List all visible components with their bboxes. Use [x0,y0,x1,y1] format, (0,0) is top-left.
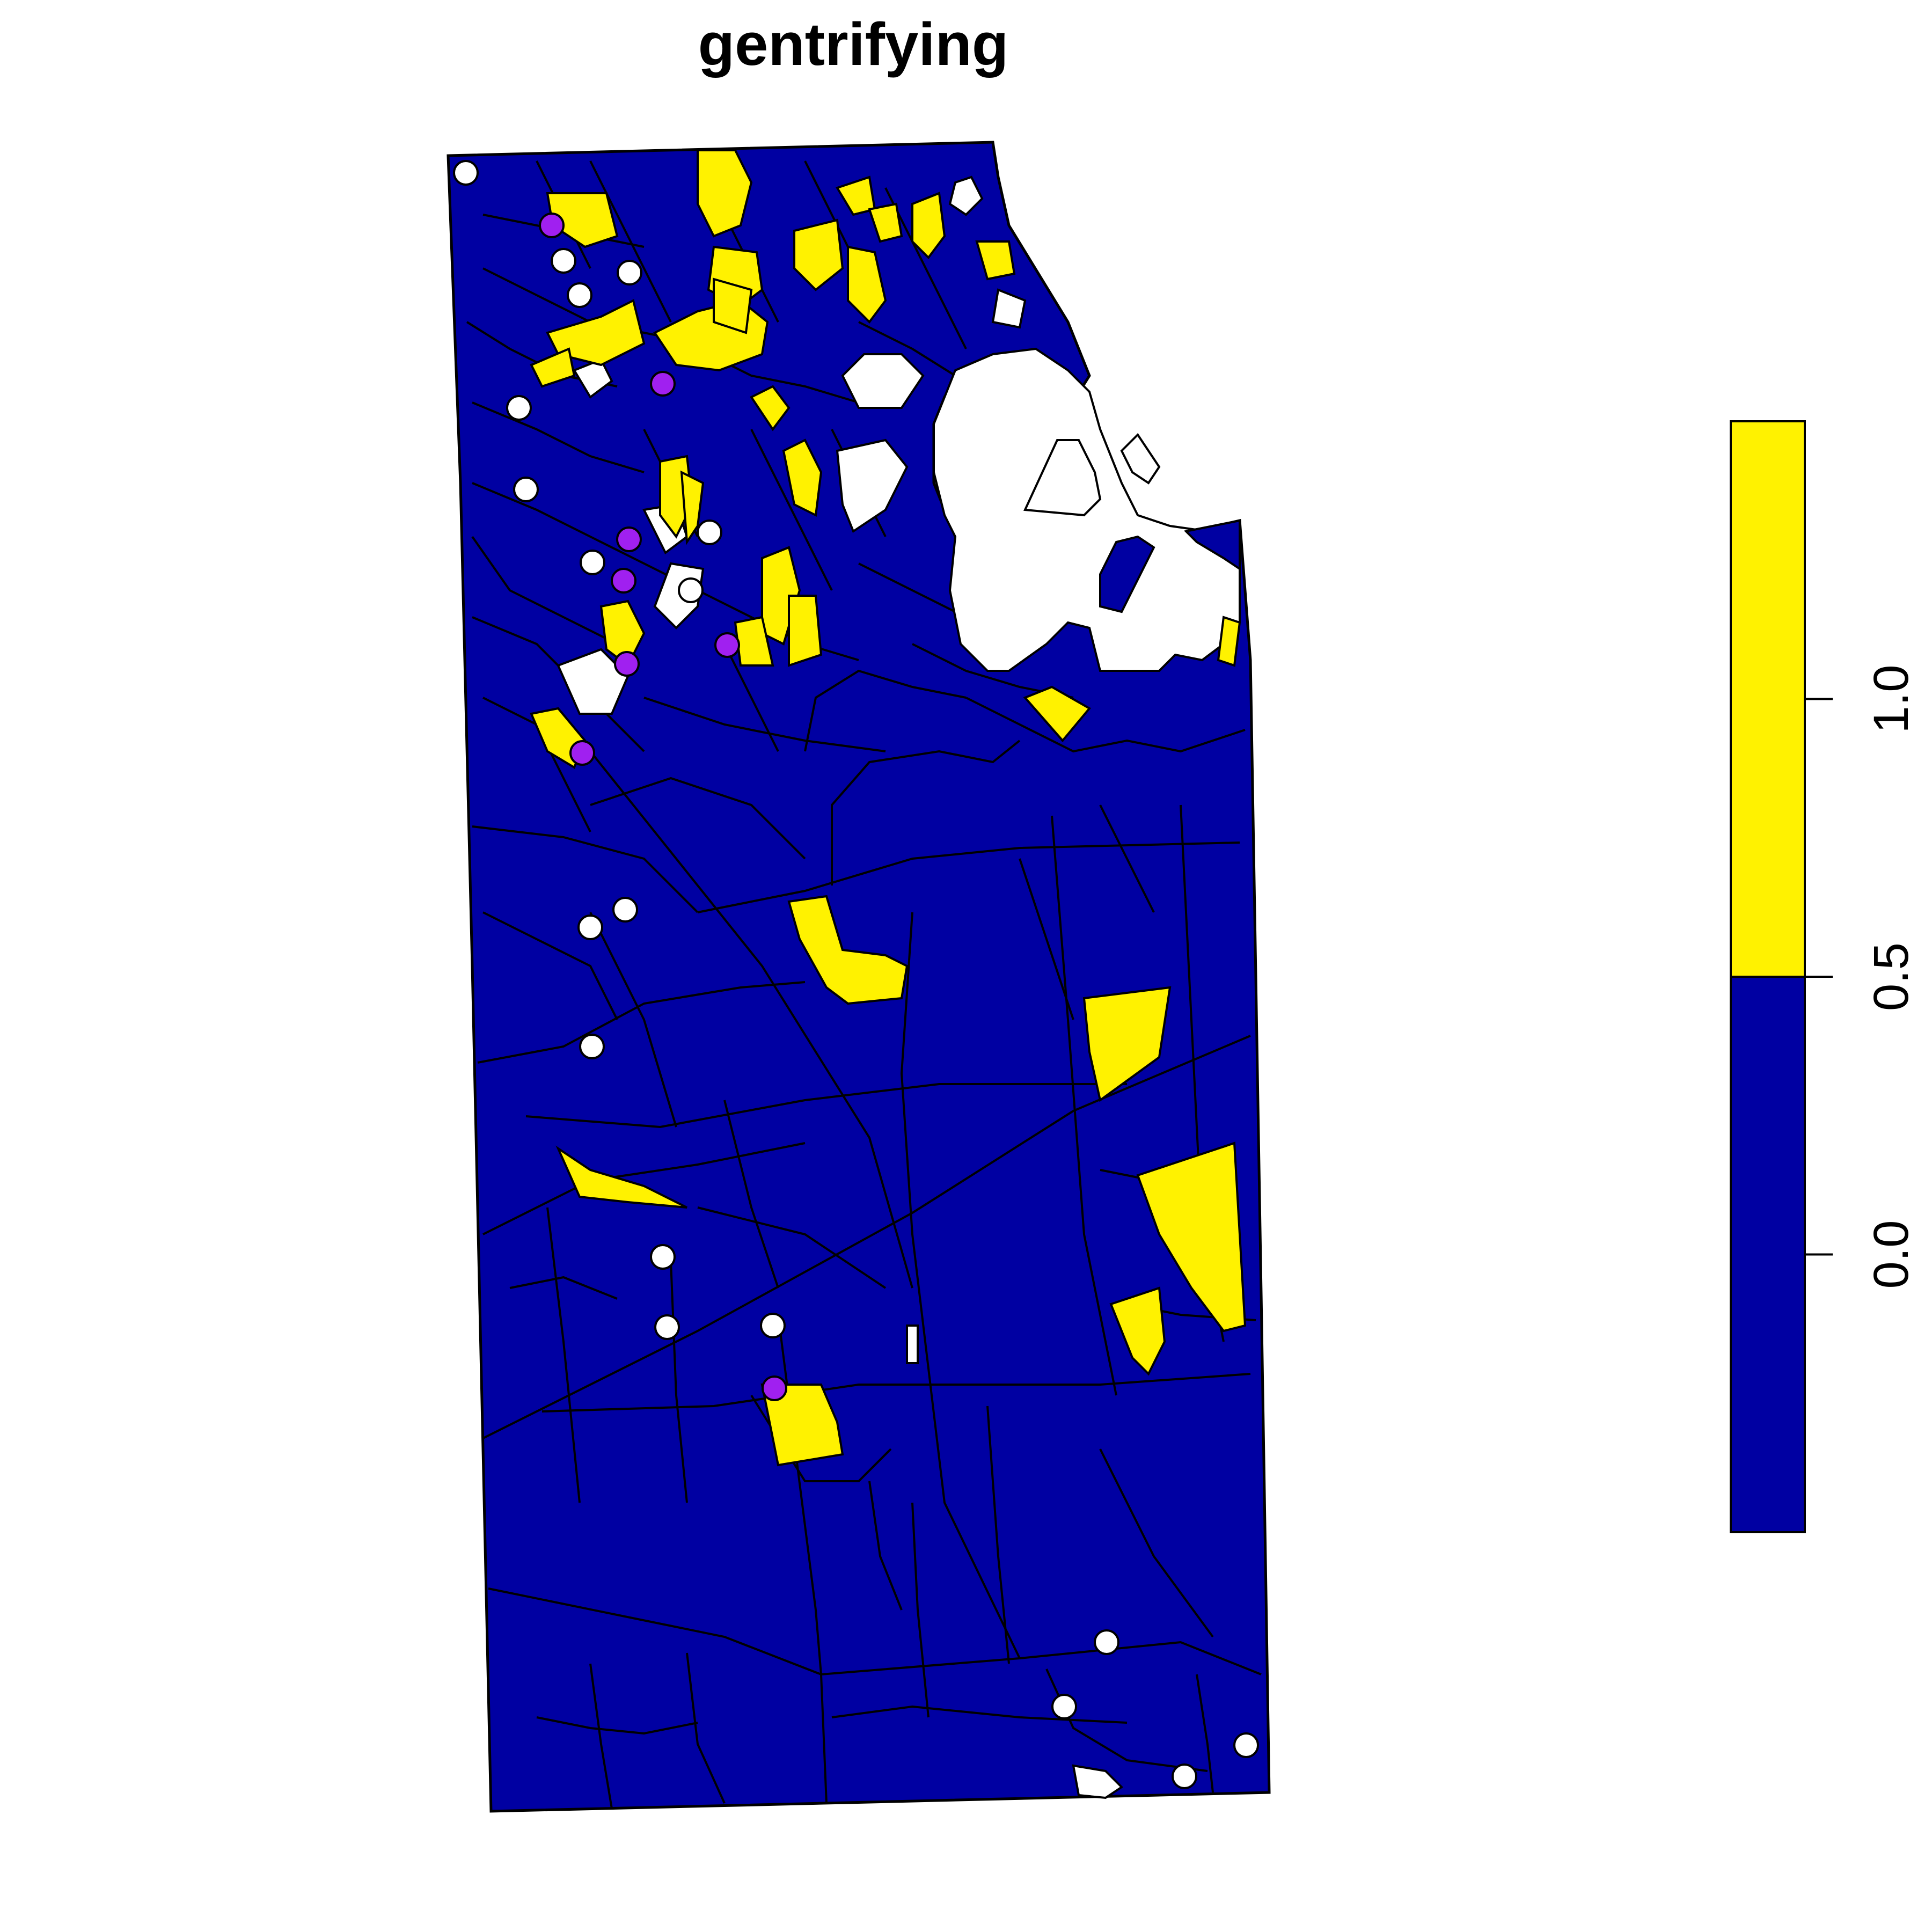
point-marker [617,260,642,286]
point-marker [506,395,532,421]
point-marker [1094,1629,1119,1655]
gentrifying-point-marker [614,651,640,677]
gentrifying-point-marker [650,371,676,397]
point-marker [1051,1694,1077,1719]
point-marker [697,519,722,545]
gentrifying-point-marker [714,632,740,658]
point-marker [513,477,539,502]
point-marker [577,914,603,940]
map-title: gentrifying [698,11,1009,78]
point-markers [453,160,1259,1789]
point-marker [1233,1732,1259,1758]
point-marker [453,160,479,186]
gentrifying-point-marker [762,1375,787,1401]
legend-tick-label: 0.5 [1864,942,1919,1011]
gentrifying-point-marker [616,526,642,552]
gentrifying-tracts [530,149,1247,1467]
point-marker [1172,1763,1197,1789]
no-data-areas [557,175,1241,1799]
legend-tick-label: 1.0 [1864,665,1919,734]
point-marker [760,1313,786,1338]
legend-bar-class-1 [1730,420,1806,978]
legend: 0.0 0.5 1.0 [1730,420,1919,1533]
point-marker [551,248,576,274]
legend-bar-class-0 [1730,976,1806,1533]
legend-ticks: 0.0 0.5 1.0 [1805,665,1919,1289]
point-marker [650,1244,676,1270]
gentrifying-point-marker [611,568,636,594]
point-marker [579,1034,605,1059]
point-marker [678,577,704,603]
gentrifying-point-marker [569,740,595,766]
point-marker [654,1314,680,1340]
point-marker [567,282,592,308]
legend-tick-label: 0.0 [1864,1220,1919,1289]
point-marker [612,897,638,923]
gentrifying-point-marker [539,213,565,238]
point-marker [580,550,605,575]
